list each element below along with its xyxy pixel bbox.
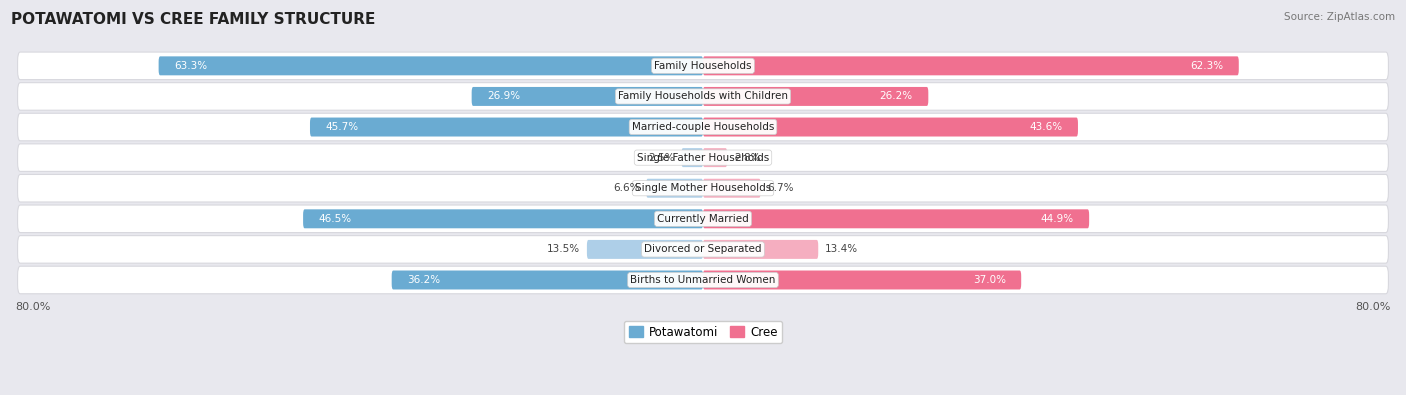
Text: 44.9%: 44.9% — [1040, 214, 1074, 224]
Text: 45.7%: 45.7% — [325, 122, 359, 132]
Text: 26.2%: 26.2% — [880, 91, 912, 102]
Text: Source: ZipAtlas.com: Source: ZipAtlas.com — [1284, 12, 1395, 22]
FancyBboxPatch shape — [586, 240, 703, 259]
Text: 26.9%: 26.9% — [486, 91, 520, 102]
Text: Births to Unmarried Women: Births to Unmarried Women — [630, 275, 776, 285]
FancyBboxPatch shape — [682, 148, 703, 167]
Text: 46.5%: 46.5% — [319, 214, 352, 224]
FancyBboxPatch shape — [392, 271, 703, 290]
Text: 2.5%: 2.5% — [648, 152, 675, 163]
Text: 2.8%: 2.8% — [734, 152, 761, 163]
FancyBboxPatch shape — [703, 179, 761, 198]
Text: Single Father Households: Single Father Households — [637, 152, 769, 163]
FancyBboxPatch shape — [647, 179, 703, 198]
Text: 6.7%: 6.7% — [768, 183, 794, 193]
Text: 80.0%: 80.0% — [15, 302, 51, 312]
Text: 37.0%: 37.0% — [973, 275, 1005, 285]
Text: POTAWATOMI VS CREE FAMILY STRUCTURE: POTAWATOMI VS CREE FAMILY STRUCTURE — [11, 12, 375, 27]
FancyBboxPatch shape — [703, 271, 1021, 290]
Text: Married-couple Households: Married-couple Households — [631, 122, 775, 132]
Text: 43.6%: 43.6% — [1029, 122, 1063, 132]
Text: Currently Married: Currently Married — [657, 214, 749, 224]
Text: Family Households with Children: Family Households with Children — [619, 91, 787, 102]
FancyBboxPatch shape — [18, 266, 1388, 294]
FancyBboxPatch shape — [18, 52, 1388, 80]
FancyBboxPatch shape — [18, 144, 1388, 171]
Text: 13.4%: 13.4% — [825, 245, 858, 254]
Text: 80.0%: 80.0% — [1355, 302, 1391, 312]
FancyBboxPatch shape — [703, 87, 928, 106]
FancyBboxPatch shape — [18, 83, 1388, 110]
FancyBboxPatch shape — [703, 118, 1078, 137]
Text: Family Households: Family Households — [654, 61, 752, 71]
FancyBboxPatch shape — [703, 240, 818, 259]
FancyBboxPatch shape — [18, 113, 1388, 141]
FancyBboxPatch shape — [18, 175, 1388, 202]
Text: 6.6%: 6.6% — [613, 183, 640, 193]
Legend: Potawatomi, Cree: Potawatomi, Cree — [624, 321, 782, 343]
Text: Single Mother Households: Single Mother Households — [636, 183, 770, 193]
FancyBboxPatch shape — [159, 56, 703, 75]
Text: 63.3%: 63.3% — [174, 61, 207, 71]
Text: Divorced or Separated: Divorced or Separated — [644, 245, 762, 254]
FancyBboxPatch shape — [309, 118, 703, 137]
Text: 62.3%: 62.3% — [1189, 61, 1223, 71]
FancyBboxPatch shape — [471, 87, 703, 106]
Text: 13.5%: 13.5% — [547, 245, 581, 254]
Text: 36.2%: 36.2% — [408, 275, 440, 285]
FancyBboxPatch shape — [703, 209, 1090, 228]
FancyBboxPatch shape — [703, 56, 1239, 75]
FancyBboxPatch shape — [18, 236, 1388, 263]
FancyBboxPatch shape — [18, 205, 1388, 233]
FancyBboxPatch shape — [703, 148, 727, 167]
FancyBboxPatch shape — [304, 209, 703, 228]
